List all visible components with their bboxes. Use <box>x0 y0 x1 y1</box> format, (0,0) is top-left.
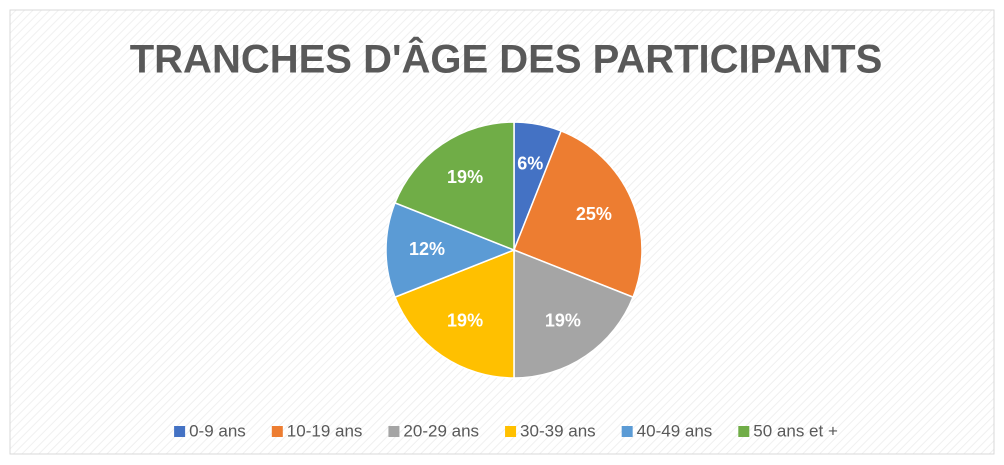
legend-label: 50 ans et + <box>753 421 838 440</box>
legend-label: 30-39 ans <box>520 421 596 440</box>
pie: 6% 25% 19% 19% 12% 19% <box>385 121 643 379</box>
legend-swatch <box>621 426 633 437</box>
pie-slice <box>394 248 515 379</box>
legend-swatch <box>738 426 750 437</box>
pie-slice <box>385 201 517 299</box>
data-label: 19% <box>447 167 483 187</box>
legend-swatch <box>505 426 517 437</box>
pie-slice <box>513 248 634 379</box>
data-label: 12% <box>409 239 445 259</box>
pie-slice <box>513 130 643 299</box>
legend-label: 20-29 ans <box>403 421 479 440</box>
data-label: 6% <box>517 153 543 173</box>
legend-label: 0-9 ans <box>189 421 246 440</box>
data-label: 19% <box>545 311 581 331</box>
legend: 0-9 ans 10-19 ans 20-29 ans 30-39 ans 40-49 … <box>174 421 838 440</box>
legend-swatch <box>174 426 186 437</box>
legend-label: 40-49 ans <box>637 421 713 440</box>
legend-swatch <box>388 426 400 437</box>
legend-swatch <box>271 426 283 437</box>
data-label: 25% <box>576 204 612 224</box>
chart-title: TRANCHES D'ÂGE DES PARTICIPANTS <box>130 36 883 82</box>
pie-slice <box>394 121 515 252</box>
data-label: 19% <box>447 311 483 331</box>
legend-label: 10-19 ans <box>287 421 363 440</box>
